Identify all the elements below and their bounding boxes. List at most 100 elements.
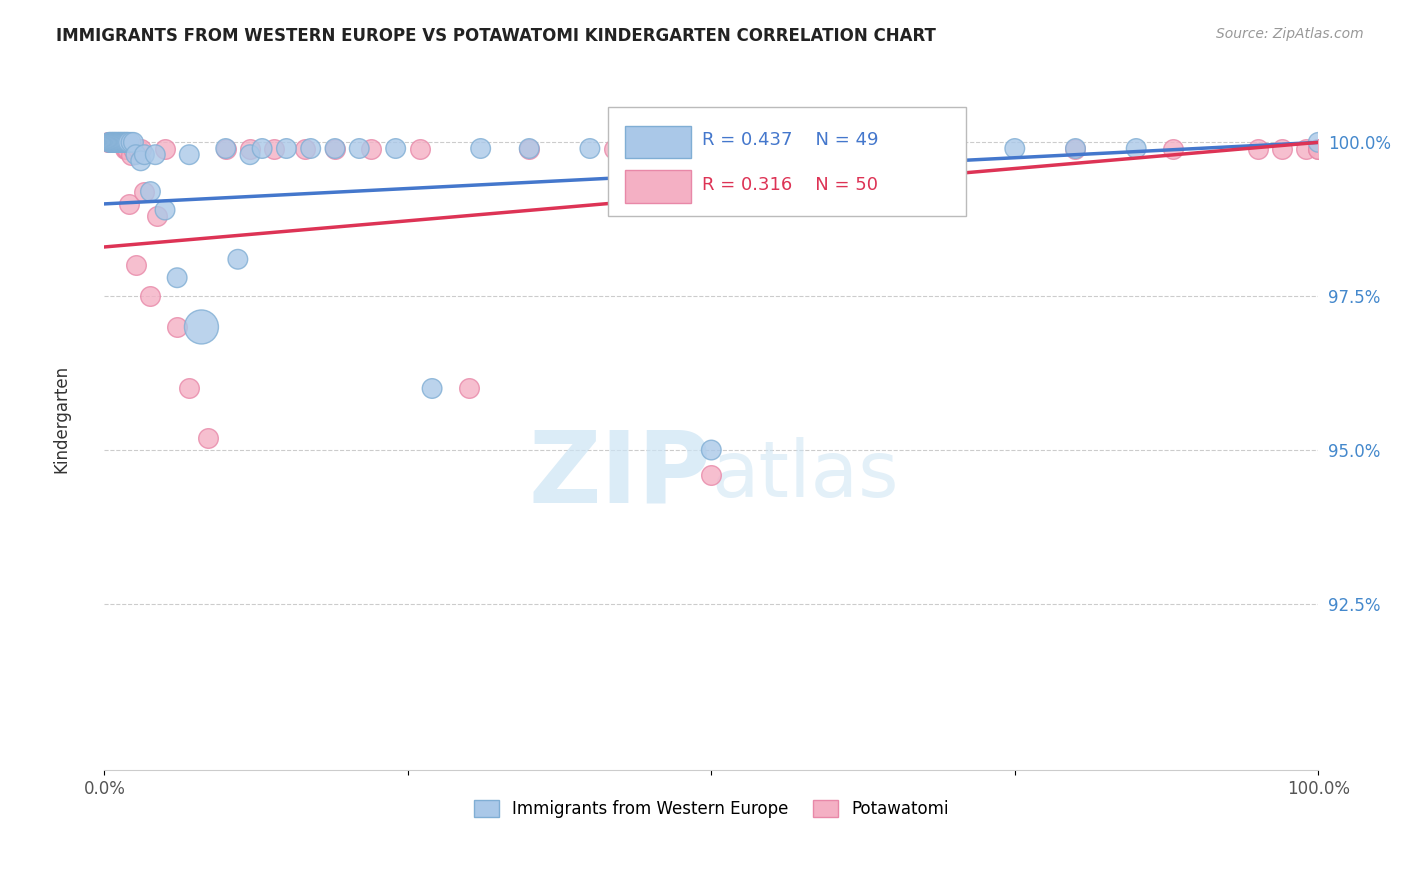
Point <box>215 141 238 155</box>
Point <box>117 136 139 150</box>
Point <box>215 141 238 155</box>
Point <box>97 136 120 150</box>
FancyBboxPatch shape <box>609 107 966 216</box>
Point <box>98 136 121 150</box>
Point <box>1161 141 1184 155</box>
Point <box>323 141 346 155</box>
Point <box>117 141 139 155</box>
Point <box>1125 141 1147 155</box>
Point <box>117 197 139 211</box>
Point <box>105 136 128 150</box>
Point <box>105 136 128 150</box>
Point <box>384 141 406 155</box>
Point <box>153 141 176 155</box>
Point <box>349 141 371 155</box>
Point <box>129 141 152 155</box>
Point <box>1308 141 1330 155</box>
Point <box>1271 141 1294 155</box>
Point <box>125 259 148 273</box>
Point <box>145 209 167 223</box>
Point <box>98 136 121 150</box>
Point <box>134 147 156 161</box>
Point <box>122 141 145 155</box>
Point <box>108 136 131 150</box>
Text: Kindergarten: Kindergarten <box>53 365 70 474</box>
Point <box>111 136 134 150</box>
Point <box>104 136 127 150</box>
Point <box>108 136 131 150</box>
Point <box>197 431 219 445</box>
Point <box>821 141 844 155</box>
Point <box>409 141 432 155</box>
Point <box>190 320 212 334</box>
Point <box>104 136 127 150</box>
Point <box>153 202 176 217</box>
Point <box>122 136 145 150</box>
Point <box>100 136 122 150</box>
Point <box>166 320 188 334</box>
Point <box>943 141 966 155</box>
Point <box>120 136 142 150</box>
Text: IMMIGRANTS FROM WESTERN EUROPE VS POTAWATOMI KINDERGARTEN CORRELATION CHART: IMMIGRANTS FROM WESTERN EUROPE VS POTAWA… <box>56 27 936 45</box>
Point <box>1308 136 1330 150</box>
Point <box>115 141 138 155</box>
Point <box>1246 141 1268 155</box>
Point <box>579 141 602 155</box>
Text: ZIP: ZIP <box>529 427 711 524</box>
Point <box>226 252 249 267</box>
Point <box>294 141 316 155</box>
Point <box>101 136 124 150</box>
Point <box>110 136 132 150</box>
Point <box>114 141 136 155</box>
Point <box>111 136 134 150</box>
FancyBboxPatch shape <box>626 170 690 202</box>
Point <box>112 136 135 150</box>
Point <box>943 141 966 155</box>
Point <box>1064 141 1087 155</box>
Point <box>101 136 124 150</box>
Point <box>1308 141 1330 155</box>
Text: Source: ZipAtlas.com: Source: ZipAtlas.com <box>1216 27 1364 41</box>
Point <box>470 141 492 155</box>
Text: R = 0.437    N = 49: R = 0.437 N = 49 <box>702 131 879 149</box>
Point <box>129 153 152 168</box>
Point <box>112 136 135 150</box>
Point <box>239 141 262 155</box>
Legend: Immigrants from Western Europe, Potawatomi: Immigrants from Western Europe, Potawato… <box>467 793 956 825</box>
Point <box>1295 141 1317 155</box>
Point <box>323 141 346 155</box>
Point <box>100 136 122 150</box>
Point <box>360 141 382 155</box>
Point <box>120 147 142 161</box>
Point <box>108 136 131 150</box>
Point <box>127 141 149 155</box>
Point <box>1064 141 1087 155</box>
Point <box>250 141 273 155</box>
Point <box>700 443 723 458</box>
Point <box>640 141 662 155</box>
Point <box>263 141 285 155</box>
Point <box>821 141 844 155</box>
Point <box>239 147 262 161</box>
Point <box>179 147 201 161</box>
Text: atlas: atlas <box>711 437 898 514</box>
Point <box>457 382 479 396</box>
Point <box>100 136 122 150</box>
Point <box>103 136 125 150</box>
FancyBboxPatch shape <box>626 126 690 158</box>
Point <box>114 136 136 150</box>
Point <box>420 382 443 396</box>
Point <box>103 136 125 150</box>
Point <box>125 147 148 161</box>
Point <box>179 382 201 396</box>
Point <box>603 141 626 155</box>
Point <box>100 136 122 150</box>
Point <box>517 141 540 155</box>
Point <box>139 185 162 199</box>
Point <box>107 136 129 150</box>
Point <box>143 147 166 161</box>
Point <box>134 185 156 199</box>
Point <box>107 136 129 150</box>
Point <box>110 136 132 150</box>
Point <box>299 141 322 155</box>
